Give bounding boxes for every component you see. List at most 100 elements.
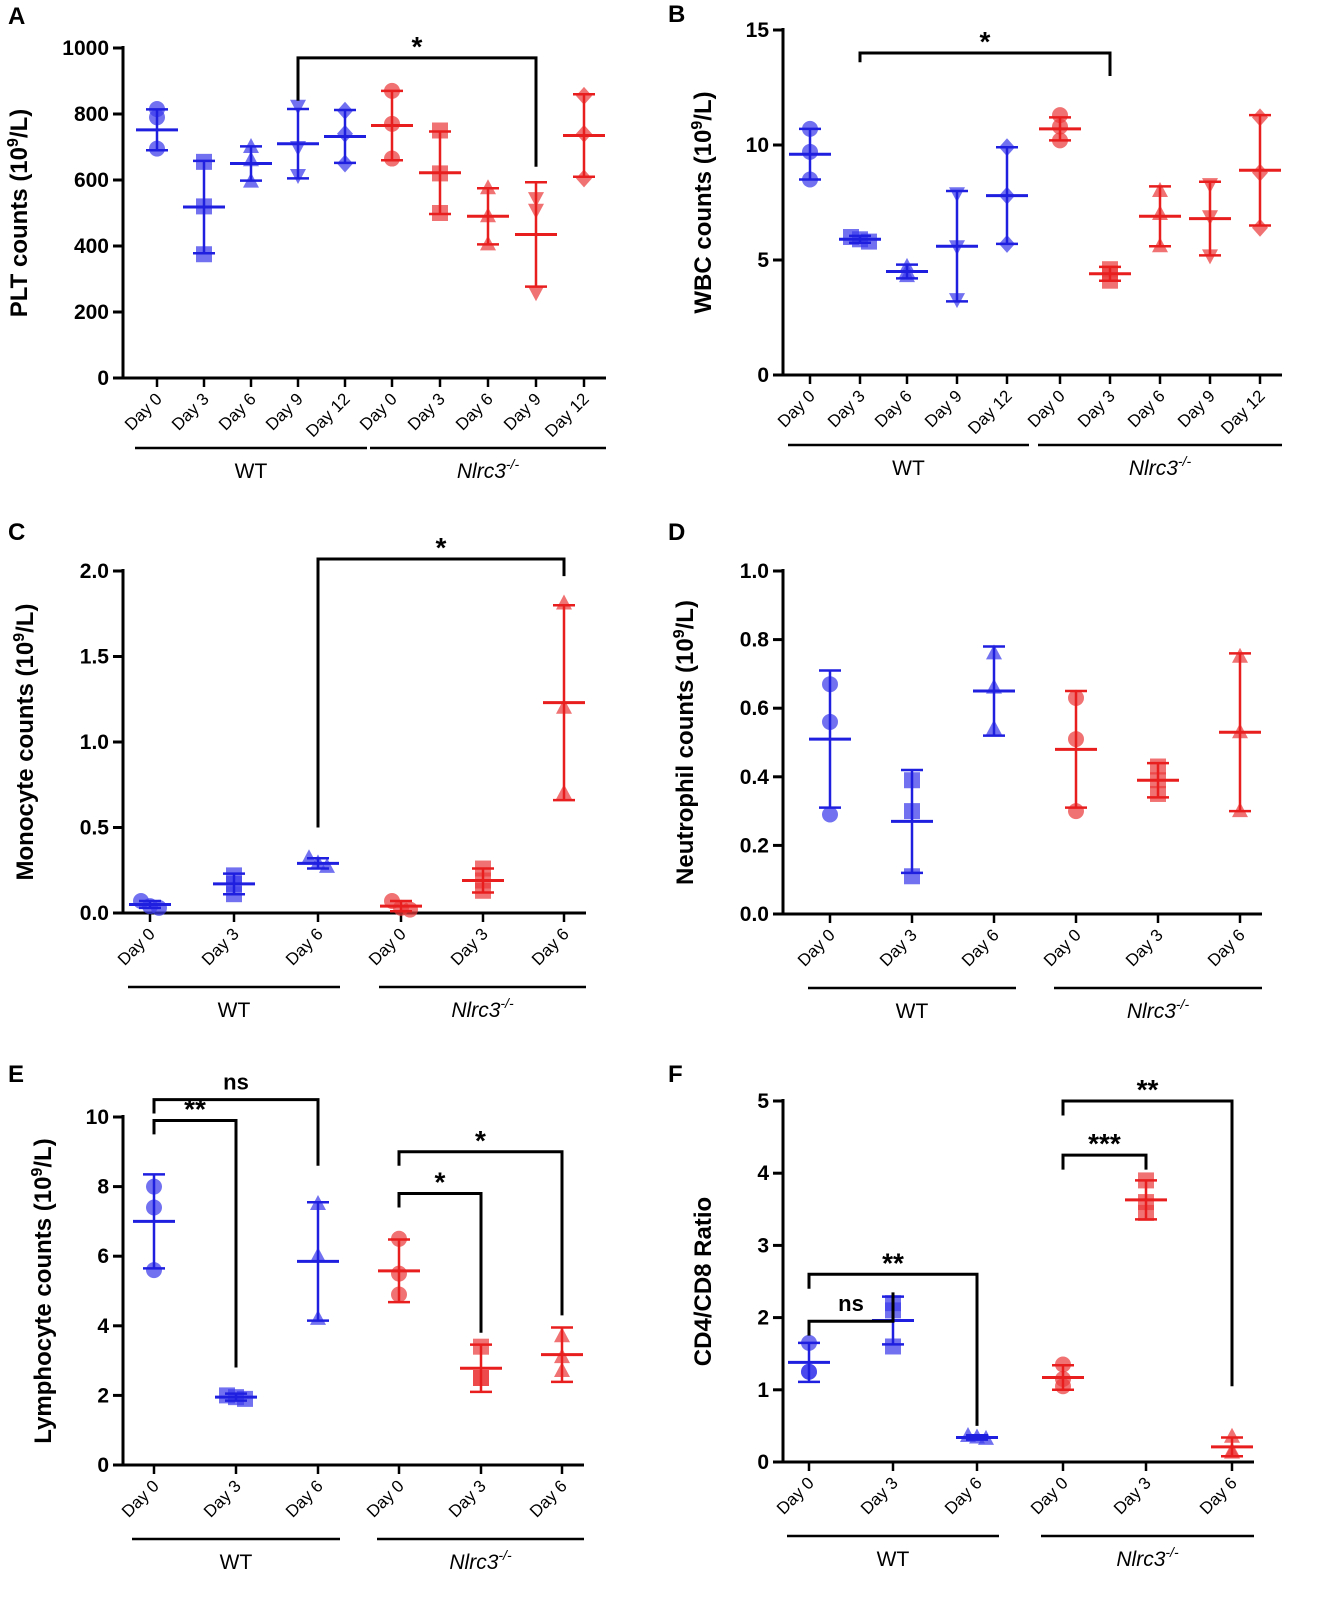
group-label: Nlrc3-/- [1127,996,1190,1023]
series-wt-3 [936,187,978,309]
data-point [146,1262,162,1279]
x-tick-label: Day 3 [1110,1473,1155,1518]
series-ko-9 [563,86,605,188]
significance-label: * [435,1167,446,1198]
x-tick-label: Day 0 [1027,1473,1072,1518]
y-tick-label: 0.0 [740,903,769,926]
significance-bracket [397,1192,483,1333]
significance-label: *** [1088,1128,1121,1159]
panel-F: F 0 1 2 3 4 5 CD4/CD8 Ratio Day 0 Day 3 Day 6 Day 0… [668,1061,1254,1571]
panel-label: B [668,1,685,28]
series-ko-5 [1219,647,1261,818]
series-ko-4 [1125,1172,1167,1221]
panel-A: A 0 200 400 600 800 1000 PLT counts (109/L) Day … [5,3,606,483]
series-wt-0 [136,101,178,157]
data-point [528,286,544,302]
significance-bracket [807,1292,895,1336]
panel-C: C 0.0 0.5 1.0 1.5 2.0 Monocyte counts (109/L) D… [8,519,586,1022]
series-ko-5 [541,1326,583,1384]
series-wt-1 [215,1387,257,1407]
significance-label: * [980,26,991,57]
x-tick-label: Day 6 [1124,386,1169,431]
data-point [885,1338,901,1355]
group-label: Nlrc3-/- [1116,1544,1179,1571]
series-ko-5 [543,594,585,802]
y-tick-label: 15 [746,19,770,42]
x-tick-label: Day 0 [363,1476,408,1521]
series-ko-4 [460,1338,502,1394]
series-wt-4 [324,101,366,173]
y-tick-label: 0.4 [740,766,770,789]
x-tick-label: Day 6 [526,1476,571,1521]
significance-label: ** [184,1093,206,1124]
y-tick-label: 0.6 [740,697,769,720]
x-tick-label: Day 12 [302,389,354,441]
y-tick-label: 0 [97,1454,109,1477]
y-tick-label: 3 [757,1234,769,1257]
series-ko-3 [380,893,422,918]
y-tick-label: 1.5 [80,646,110,669]
x-tick-label: Day 3 [1122,925,1167,970]
x-tick-label: Day 9 [262,389,307,434]
x-tick-label: Day 6 [941,1473,986,1518]
panel-label: E [8,1061,24,1088]
significance-bracket [152,1098,320,1166]
series-ko-6 [419,122,461,221]
y-tick-label: 200 [74,301,109,324]
x-tick-label: Day 3 [168,389,213,434]
series-wt-1 [839,229,881,250]
x-tick-label: Day 6 [282,924,327,969]
y-tick-label: 1 [757,1379,769,1402]
x-tick-label: Day 9 [1174,386,1219,431]
series-wt-2 [297,1195,339,1325]
x-tick-label: Day 0 [356,389,401,434]
x-tick-label: Day 6 [1196,1473,1241,1518]
x-tick-label: Day 6 [282,1476,327,1521]
group-label: WT [877,1548,910,1571]
series-ko-7 [1139,182,1181,253]
data-point [1252,218,1268,237]
significance-bracket [152,1118,238,1368]
y-tick-label: 10 [746,134,769,157]
y-axis-label: WBC counts (109/L) [689,91,717,313]
data-point [480,179,496,195]
series-wt-0 [789,120,831,188]
series-wt-0 [129,893,171,916]
x-tick-label: Day 3 [824,386,869,431]
significance-label: ** [882,1247,904,1278]
y-tick-label: 0 [97,367,109,390]
x-tick-label: Day 3 [200,1476,245,1521]
x-tick-label: Day 12 [541,389,593,441]
significance-label: * [436,532,447,563]
series-wt-4 [986,138,1028,253]
series-wt-2 [297,849,339,873]
x-tick-label: Day 0 [773,1473,818,1518]
x-tick-label: Day 6 [452,389,497,434]
y-tick-label: 5 [757,249,769,272]
y-tick-label: 2 [97,1384,109,1407]
x-tick-label: Day 3 [404,389,449,434]
x-tick-label: Day 0 [794,925,839,970]
y-tick-label: 0.8 [740,629,770,652]
series-wt-1 [213,867,255,903]
group-label: Nlrc3-/- [457,456,520,483]
x-tick-label: Day 3 [1074,386,1119,431]
x-tick-label: Day 3 [876,925,921,970]
y-axis-label: CD4/CD8 Ratio [690,1197,717,1366]
data-point [290,99,306,115]
panel-label: C [8,519,25,546]
series-wt-0 [133,1173,175,1279]
group-label: Nlrc3-/- [451,995,514,1022]
series-ko-5 [1039,107,1081,149]
y-tick-label: 0 [757,364,769,387]
y-tick-label: 4 [757,1162,769,1185]
data-point [1202,249,1218,265]
y-axis-label: PLT counts (109/L) [5,109,33,317]
x-tick-label: Day 3 [857,1473,902,1518]
series-ko-7 [467,179,509,251]
x-tick-label: Day 9 [921,386,966,431]
x-tick-label: Day 6 [871,386,916,431]
y-tick-label: 1000 [62,37,109,60]
x-tick-label: Day 3 [445,1476,490,1521]
